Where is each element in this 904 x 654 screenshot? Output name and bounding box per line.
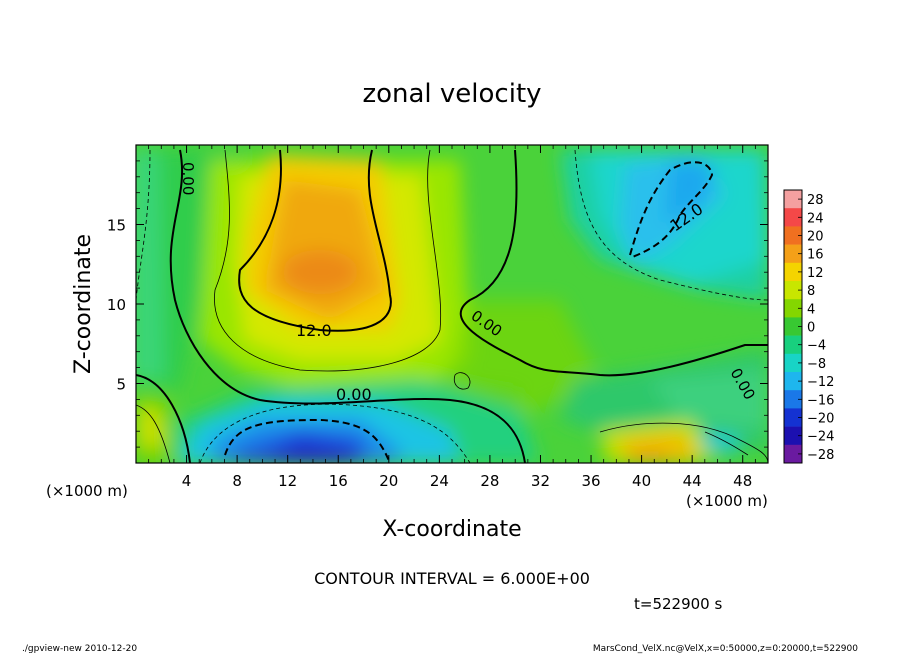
colorbar-label: 8 (807, 284, 815, 299)
contour-interval-text: CONTOUR INTERVAL = 6.000E+00 (314, 569, 590, 588)
contour-label: 0.00 (179, 162, 197, 195)
contour-label: 12.0 (296, 321, 332, 340)
time-text: t=522900 s (634, 595, 722, 613)
y-axis-label: Z-coordinate (71, 234, 96, 374)
x-tick-label: 24 (430, 472, 449, 490)
colorbar-label: −4 (807, 339, 826, 354)
x-tick-label: 20 (379, 472, 398, 490)
x-axis: 4 8 12 16 20 24 28 32 36 40 44 48 (148, 145, 756, 490)
colorbar-label: −8 (807, 357, 826, 372)
colorbar-label: −28 (807, 448, 834, 463)
colorbar-swatch (784, 262, 802, 282)
colorbar-label: −20 (807, 412, 834, 427)
colorbar-swatch (784, 426, 802, 446)
contour-lines (136, 149, 768, 463)
x-tick-label: 36 (581, 472, 600, 490)
footer-right: MarsCond_VelX.nc@VelX,x=0:50000,z=0:2000… (593, 644, 858, 654)
colorbar-label: 4 (807, 302, 815, 317)
colorbar-swatch (784, 372, 802, 391)
colorbar-swatch (784, 353, 802, 373)
y-tick-label: 5 (116, 376, 126, 394)
x-tick-label: 48 (733, 472, 752, 490)
colorbar: 28 24 20 16 12 8 4 0 −4 −8 −12 −16 −20 −24 −28 (783, 189, 834, 464)
y-tick-label: 10 (107, 296, 126, 314)
chart-title: zonal velocity (362, 79, 541, 109)
contour-label: 0.00 (336, 385, 372, 404)
colorbar-label: 12 (807, 266, 824, 281)
x-tick-label: 4 (182, 472, 192, 490)
colorbar-swatch (784, 190, 802, 209)
y-unit-label: (×1000 m) (46, 482, 128, 500)
colorbar-swatch (784, 408, 802, 427)
colorbar-label: −16 (807, 393, 834, 408)
x-tick-label: 40 (632, 472, 651, 490)
footer-left: ./gpview-new 2010-12-20 (22, 644, 137, 654)
colorbar-swatch (784, 390, 802, 409)
colorbar-label: 16 (807, 248, 824, 263)
colorbar-label: −24 (807, 430, 834, 445)
colorbar-swatch (784, 335, 802, 355)
colorbar-label: 28 (807, 193, 824, 208)
x-tick-label: 28 (480, 472, 499, 490)
y-axis: 5 10 15 (107, 160, 768, 448)
colorbar-label: −12 (807, 375, 834, 390)
colorbar-label: 20 (807, 230, 824, 245)
colorbar-swatch (784, 244, 802, 264)
colorbar-swatch (784, 299, 802, 318)
x-axis-label: X-coordinate (382, 517, 521, 542)
x-tick-label: 12 (278, 472, 297, 490)
x-tick-label: 8 (232, 472, 242, 490)
x-unit-label: (×1000 m) (686, 492, 768, 510)
colorbar-swatch (784, 281, 802, 300)
heatmap-field: 0.00 12.0 0.00 0.00 12.0 0.00 (136, 145, 768, 463)
x-tick-label: 44 (683, 472, 702, 490)
x-tick-label: 32 (531, 472, 550, 490)
y-tick-label: 15 (107, 217, 126, 235)
colorbar-swatch (784, 317, 802, 336)
colorbar-label: 0 (807, 321, 815, 336)
x-tick-label: 16 (329, 472, 348, 490)
colorbar-swatch (784, 444, 802, 464)
colorbar-swatch (784, 226, 802, 245)
colorbar-label: 24 (807, 211, 824, 226)
colorbar-swatch (784, 208, 802, 227)
